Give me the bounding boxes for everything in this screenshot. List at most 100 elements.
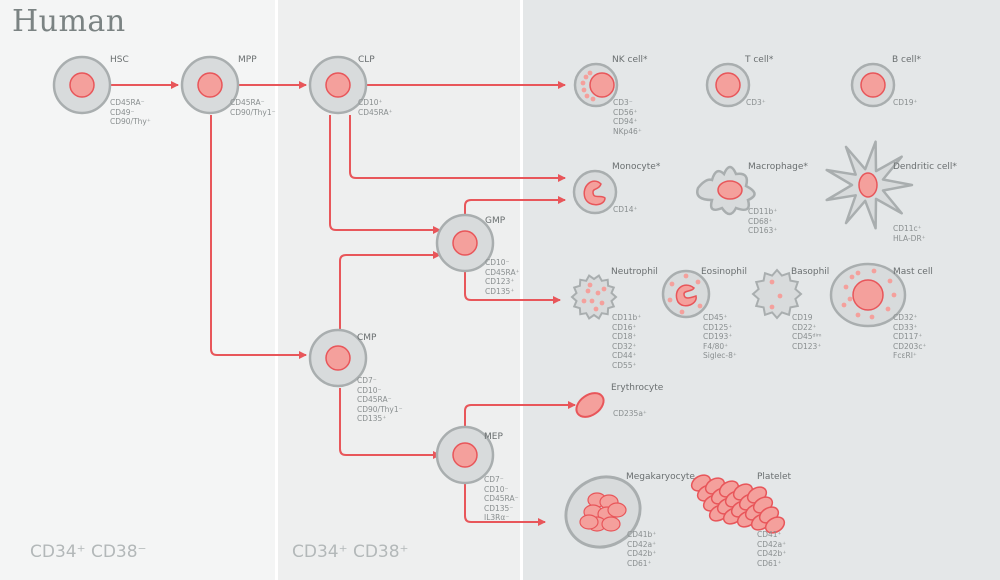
dendritic-name-label: Dendritic cell* <box>893 162 957 172</box>
platelet-marker: CD42a⁺ <box>757 539 787 549</box>
mast-name-label: Mast cell <box>893 267 933 277</box>
t-marker: CD3⁺ <box>746 98 766 107</box>
macrophage-cell-icon <box>696 165 756 216</box>
clp-cell-icon <box>308 55 368 115</box>
mast-marker: FcεRI⁺ <box>893 351 917 360</box>
cmp-marker: CD7⁻ <box>357 376 377 385</box>
basophil-marker: CD19 <box>792 313 813 322</box>
basophil-marker: CD123⁺ <box>792 341 822 351</box>
megakaryocyte-cell-icon <box>564 475 642 549</box>
dendritic-cell-icon <box>825 140 914 230</box>
eosinophil-marker: CD125⁺ <box>703 322 733 332</box>
mep-name-label: MEP <box>484 432 503 442</box>
clp-name-label: CLP <box>358 55 375 65</box>
hsc-marker: CD90/Thy⁺ <box>110 117 151 126</box>
monocyte-name-label: Monocyte* <box>612 162 661 172</box>
megakaryocyte-marker: CD42a⁺ <box>627 539 657 549</box>
dendritic-marker: CD11c⁺ <box>893 224 922 233</box>
neutrophil-cell-icon <box>570 274 618 320</box>
clp-marker: CD10⁺ <box>358 98 383 107</box>
mep-marker: CD135⁻ <box>484 503 514 513</box>
nk-cell-icon <box>573 62 619 108</box>
eosinophil-marker: F4/80⁺ <box>703 341 729 351</box>
b-name-label: B cell* <box>892 55 922 65</box>
macrophage-marker: CD68⁺ <box>748 216 773 226</box>
arrow-cmp-mep <box>339 388 441 459</box>
monocyte-marker: CD14⁺ <box>613 205 638 214</box>
platelet-name-label: Platelet <box>757 472 792 482</box>
nk-marker: CD94⁺ <box>613 117 638 126</box>
neutrophil-marker: CD11b⁺ <box>612 313 642 322</box>
erythrocyte-name-label: Erythrocyte <box>611 383 664 393</box>
mast-marker: CD117⁺ <box>893 332 923 341</box>
megakaryocyte-marker: CD41b⁺ <box>627 530 657 539</box>
arrow-gmp-monocyte <box>464 196 566 215</box>
erythrocyte-cell-icon <box>575 392 605 418</box>
mep-marker: CD10⁻ <box>484 484 509 494</box>
t-cell-icon <box>705 62 751 108</box>
hsc-name-label: HSC <box>110 55 129 65</box>
basophil-marker: CD45ᵈⁱᵐ <box>792 332 822 341</box>
arrow-mep-erythrocyte <box>464 401 576 428</box>
eosinophil-marker: Siglec-8⁺ <box>703 351 737 360</box>
nk-marker: NKp46⁺ <box>613 126 642 136</box>
megakaryocyte-name-label: Megakaryocyte <box>626 472 695 482</box>
basophil-cell-icon <box>751 268 803 320</box>
mep-cell-icon <box>435 425 495 485</box>
neutrophil-marker: CD18⁺ <box>612 332 637 341</box>
basophil-name-label: Basophil <box>791 267 830 277</box>
cmp-marker: CD45RA⁻ <box>357 395 392 404</box>
gmp-marker: CD135⁺ <box>485 286 515 296</box>
mep-marker: CD45RA⁻ <box>484 494 519 503</box>
erythrocyte-marker: CD235a⁺ <box>613 409 647 418</box>
b-cell-icon <box>850 62 896 108</box>
platelet-marker: CD61⁺ <box>757 558 782 568</box>
macrophage-marker: CD11b⁺ <box>748 207 778 216</box>
macrophage-marker: CD163⁺ <box>748 226 778 235</box>
footer-label-cd38-pos: CD34⁺ CD38⁺ <box>292 542 409 562</box>
gmp-marker: CD10⁻ <box>485 258 510 267</box>
nk-marker: CD3⁻ <box>613 98 633 107</box>
gmp-marker: CD45RA⁺ <box>485 267 520 277</box>
hsc-cell-icon <box>52 55 112 115</box>
neutrophil-marker: CD16⁺ <box>612 322 637 332</box>
eosinophil-cell-icon <box>661 269 711 319</box>
page-title: Human <box>12 4 126 39</box>
mpp-marker: CD45RA⁻ <box>230 98 265 107</box>
arrow-mep-megakaryocyte <box>464 484 546 526</box>
nk-name-label: NK cell* <box>612 55 648 65</box>
monocyte-cell-icon <box>572 169 618 215</box>
hsc-marker: CD49⁻ <box>110 107 135 117</box>
platelet-cell-icon <box>690 474 786 534</box>
mep-marker: IL3Rα⁻ <box>484 513 510 522</box>
megakaryocyte-marker: CD61⁺ <box>627 558 652 568</box>
basophil-marker: CD22⁺ <box>792 322 817 332</box>
arrow-mpp-cmp <box>210 115 307 359</box>
mpp-cell-icon <box>180 55 240 115</box>
b-marker: CD19⁺ <box>893 98 918 107</box>
arrow-clp-monocyte <box>349 115 566 182</box>
eosinophil-marker: CD45⁺ <box>703 313 728 322</box>
footer-label-cd38-neg: CD34⁺ CD38⁻ <box>30 542 147 562</box>
cmp-cell-icon <box>308 328 368 388</box>
gmp-cell-icon <box>435 213 495 273</box>
eosinophil-name-label: Eosinophil <box>701 267 748 277</box>
arrow-clp-gmp <box>329 115 441 234</box>
mast-cell-icon <box>829 262 907 328</box>
mpp-name-label: MPP <box>238 55 257 65</box>
platelet-marker: CD41⁺ <box>757 530 782 539</box>
neutrophil-name-label: Neutrophil <box>611 267 658 277</box>
mast-marker: CD32⁺ <box>893 313 918 322</box>
mast-marker: CD33⁺ <box>893 322 918 332</box>
clp-marker: CD45RA⁺ <box>358 107 393 117</box>
mast-marker: CD203c⁺ <box>893 341 927 351</box>
macrophage-name-label: Macrophage* <box>748 162 808 172</box>
dendritic-marker: HLA-DR⁺ <box>893 233 926 243</box>
neutrophil-marker: CD44⁺ <box>612 351 637 360</box>
mep-marker: CD7⁻ <box>484 475 504 484</box>
arrow-gmp-neutrophil <box>464 272 561 304</box>
neutrophil-marker: CD32⁺ <box>612 341 637 351</box>
cmp-marker: CD10⁻ <box>357 385 382 395</box>
arrow-cmp-gmp <box>339 251 441 330</box>
